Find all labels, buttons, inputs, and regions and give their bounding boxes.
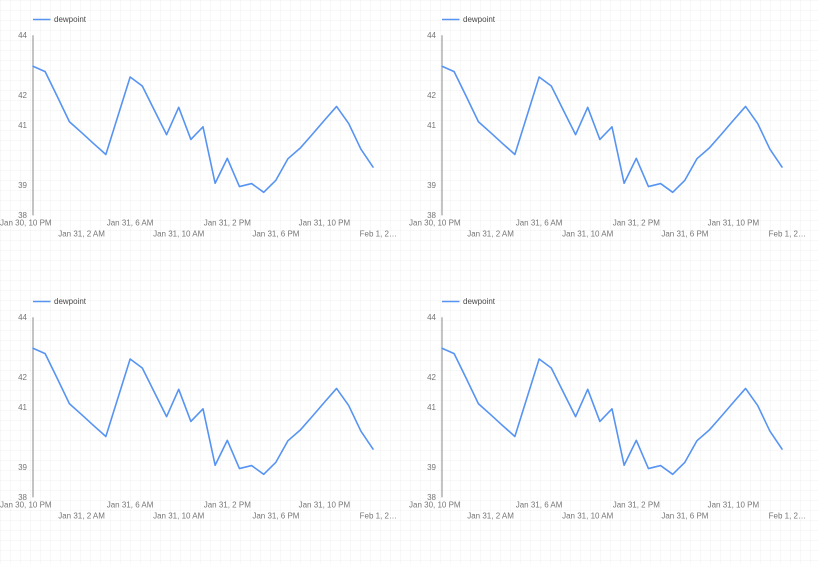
svg-text:44: 44: [18, 313, 27, 322]
svg-text:Jan 31, 2 AM: Jan 31, 2 AM: [58, 511, 105, 520]
svg-text:39: 39: [18, 463, 27, 472]
svg-text:Jan 31, 10 PM: Jan 31, 10 PM: [708, 500, 760, 509]
svg-text:Jan 31, 6 PM: Jan 31, 6 PM: [252, 511, 299, 520]
svg-text:41: 41: [18, 403, 27, 412]
svg-text:dewpoint: dewpoint: [54, 297, 87, 306]
svg-text:Jan 31, 2 AM: Jan 31, 2 AM: [58, 229, 105, 238]
svg-text:Jan 30, 10 PM: Jan 30, 10 PM: [0, 500, 52, 509]
svg-text:dewpoint: dewpoint: [463, 15, 496, 24]
svg-text:42: 42: [427, 91, 436, 100]
svg-text:Feb 1, 2…: Feb 1, 2…: [769, 511, 806, 520]
svg-text:Jan 31, 10 AM: Jan 31, 10 AM: [153, 229, 204, 238]
svg-text:44: 44: [427, 31, 436, 40]
svg-text:Jan 31, 6 PM: Jan 31, 6 PM: [252, 229, 299, 238]
svg-text:Jan 31, 10 AM: Jan 31, 10 AM: [562, 511, 613, 520]
svg-text:39: 39: [427, 463, 436, 472]
svg-text:Jan 31, 10 PM: Jan 31, 10 PM: [299, 218, 351, 227]
svg-text:41: 41: [427, 121, 436, 130]
svg-text:Feb 1, 2…: Feb 1, 2…: [360, 229, 397, 238]
svg-text:Jan 31, 2 AM: Jan 31, 2 AM: [467, 229, 514, 238]
svg-text:Jan 31, 2 PM: Jan 31, 2 PM: [204, 500, 251, 509]
svg-text:44: 44: [427, 313, 436, 322]
svg-text:Jan 31, 6 AM: Jan 31, 6 AM: [516, 218, 563, 227]
svg-text:Jan 31, 2 PM: Jan 31, 2 PM: [613, 500, 660, 509]
svg-text:Jan 31, 2 PM: Jan 31, 2 PM: [613, 218, 660, 227]
svg-text:Jan 31, 2 AM: Jan 31, 2 AM: [467, 511, 514, 520]
svg-text:Feb 1, 2…: Feb 1, 2…: [769, 229, 806, 238]
svg-text:Jan 30, 10 PM: Jan 30, 10 PM: [409, 500, 461, 509]
svg-text:Jan 31, 6 PM: Jan 31, 6 PM: [661, 511, 708, 520]
svg-text:Jan 31, 10 PM: Jan 31, 10 PM: [299, 500, 351, 509]
svg-text:Jan 30, 10 PM: Jan 30, 10 PM: [0, 218, 52, 227]
svg-text:Jan 31, 6 PM: Jan 31, 6 PM: [661, 229, 708, 238]
svg-text:Jan 31, 6 AM: Jan 31, 6 AM: [516, 500, 563, 509]
svg-text:Jan 31, 10 AM: Jan 31, 10 AM: [562, 229, 613, 238]
svg-text:Jan 31, 6 AM: Jan 31, 6 AM: [107, 500, 154, 509]
svg-text:Feb 1, 2…: Feb 1, 2…: [360, 511, 397, 520]
svg-text:42: 42: [18, 373, 27, 382]
svg-text:Jan 30, 10 PM: Jan 30, 10 PM: [409, 218, 461, 227]
svg-text:42: 42: [18, 91, 27, 100]
svg-text:39: 39: [18, 181, 27, 190]
svg-text:41: 41: [18, 121, 27, 130]
svg-text:Jan 31, 2 PM: Jan 31, 2 PM: [204, 218, 251, 227]
svg-text:dewpoint: dewpoint: [54, 15, 87, 24]
svg-text:Jan 31, 6 AM: Jan 31, 6 AM: [107, 218, 154, 227]
svg-text:39: 39: [427, 181, 436, 190]
svg-text:Jan 31, 10 AM: Jan 31, 10 AM: [153, 511, 204, 520]
svg-text:Jan 31, 10 PM: Jan 31, 10 PM: [708, 218, 760, 227]
svg-text:41: 41: [427, 403, 436, 412]
svg-text:44: 44: [18, 31, 27, 40]
svg-text:dewpoint: dewpoint: [463, 297, 496, 306]
svg-text:42: 42: [427, 373, 436, 382]
